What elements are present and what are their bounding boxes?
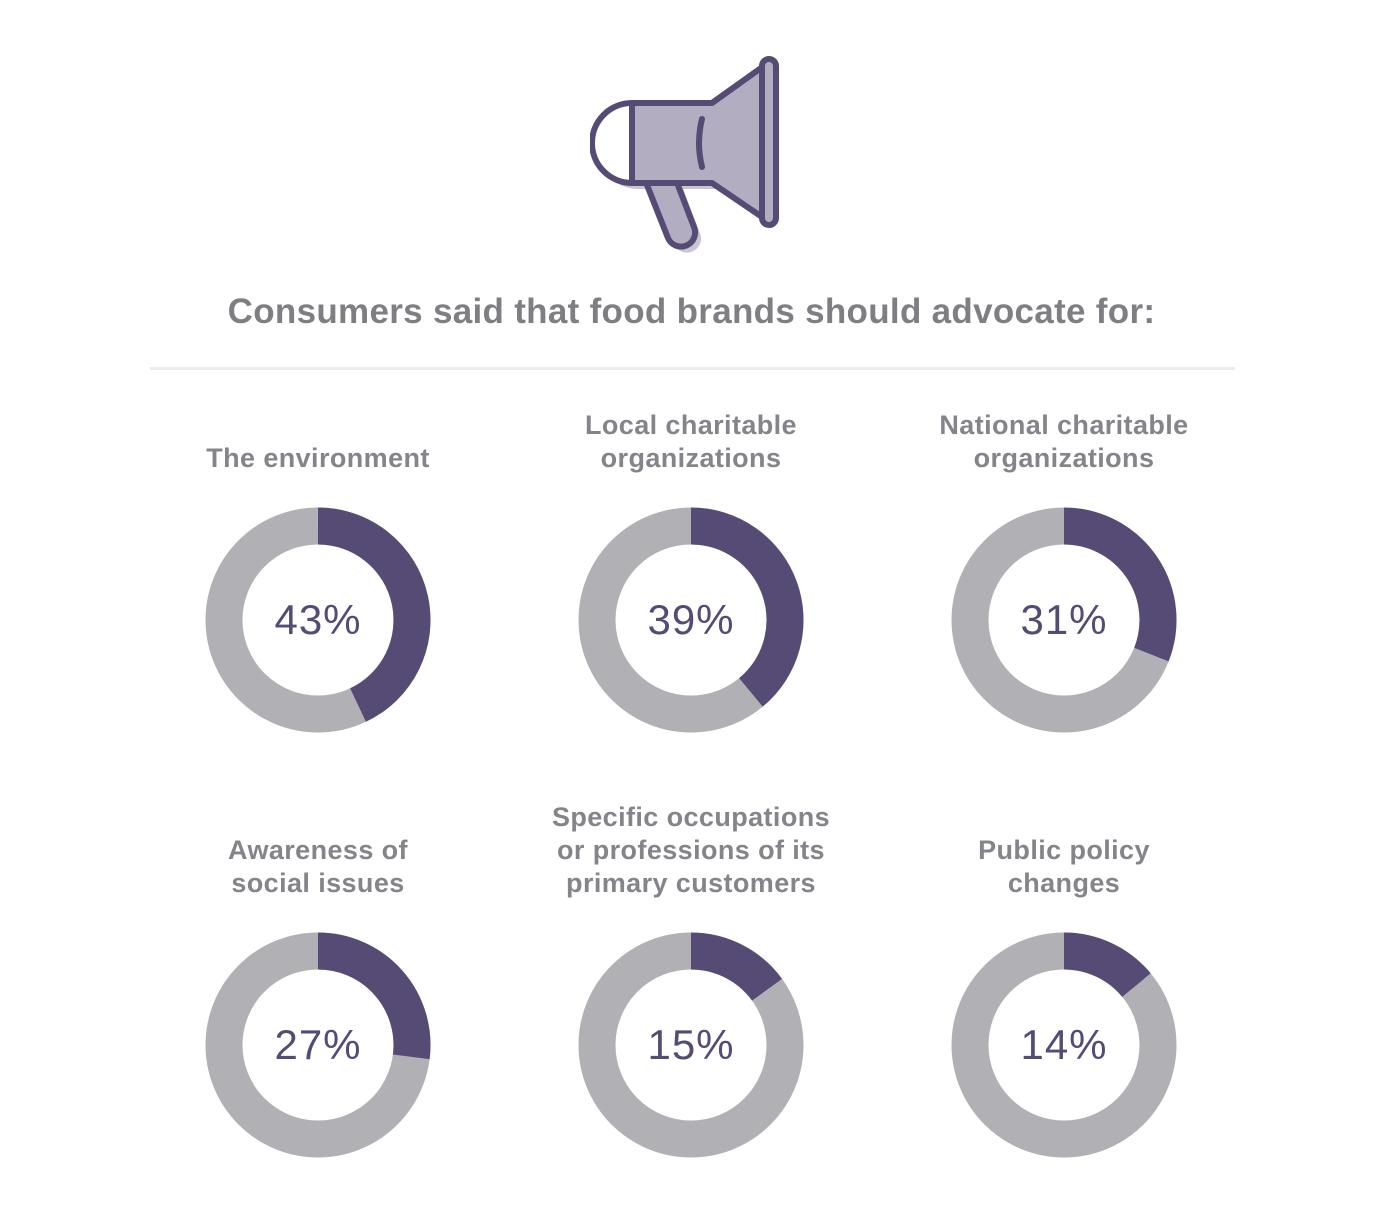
page-title: Consumers said that food brands should a… — [227, 292, 1156, 331]
donut-label: National charitable organizations — [939, 410, 1189, 473]
donut-label: Public policy changes — [978, 835, 1150, 898]
divider — [150, 367, 1235, 370]
donut-label: Local charitable organizations — [585, 410, 797, 473]
donut-value-segment — [1063, 932, 1151, 998]
donut-label: Awareness of social issues — [228, 835, 408, 898]
donut-value-label: 27% — [274, 1021, 362, 1068]
donut-chart — [205, 932, 431, 1158]
donut-value-label: 15% — [647, 1021, 735, 1068]
donut-label: Specific occupations or professions of i… — [551, 802, 831, 898]
donut-value-segment — [690, 932, 783, 1002]
donut-value-label: 43% — [274, 596, 362, 643]
donut-chart — [578, 932, 804, 1158]
donut-value-label: 31% — [1020, 596, 1108, 643]
megaphone-icon — [589, 55, 790, 260]
donut-label: The environment — [206, 443, 430, 473]
donut-value-segment — [1063, 507, 1177, 662]
donut-chart — [205, 507, 431, 733]
donut-chart — [951, 932, 1177, 1158]
donut-chart — [578, 507, 804, 733]
donut-value-label: 14% — [1020, 1021, 1108, 1068]
donut-value-label: 39% — [647, 596, 735, 643]
donut-value-segment — [690, 507, 804, 707]
donut-value-segment — [317, 507, 431, 722]
donut-chart — [951, 507, 1177, 733]
donut-value-segment — [317, 932, 431, 1060]
